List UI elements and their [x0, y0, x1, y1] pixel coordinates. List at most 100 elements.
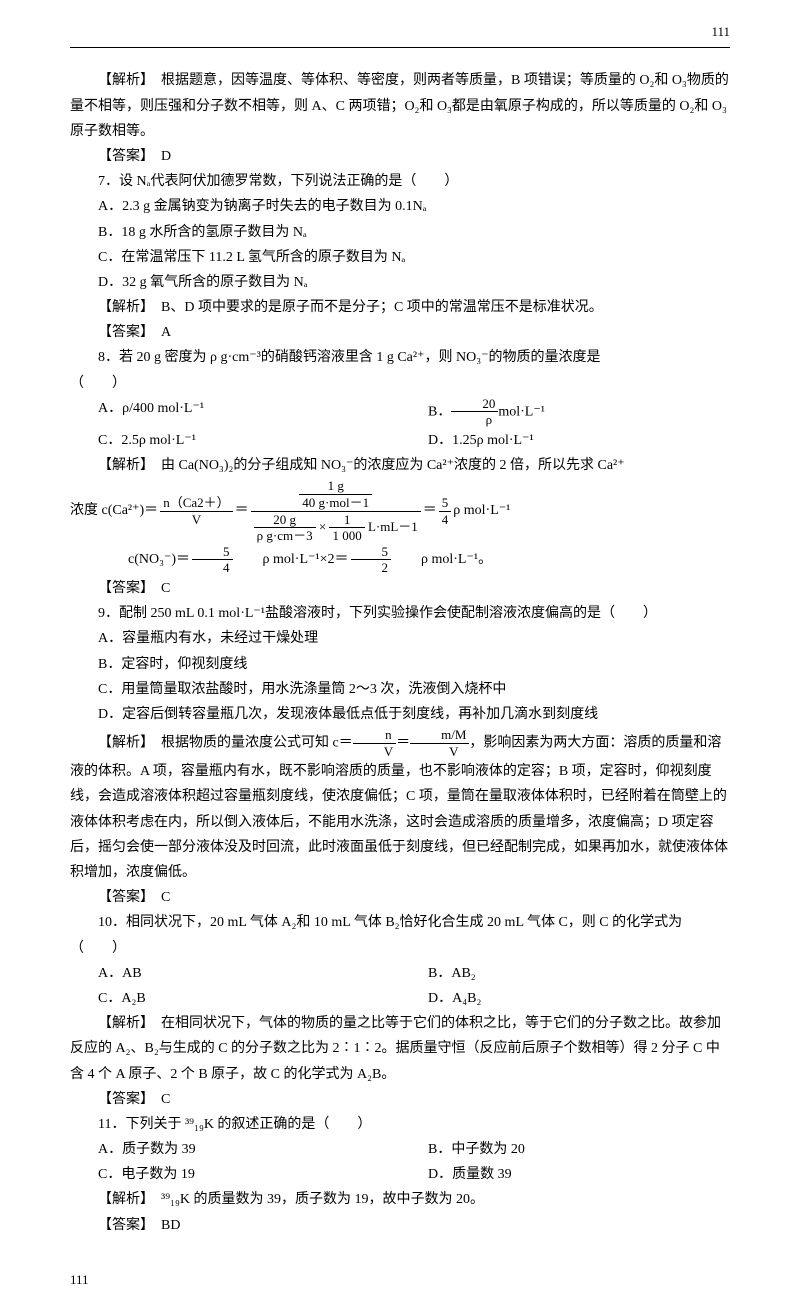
f: 54 — [192, 544, 233, 576]
text: A — [161, 325, 171, 340]
text: ³⁹₁₉K 的质量数为 39，质子数为 19，故中子数为 20。 — [161, 1192, 484, 1207]
q9-d: D．定容后倒转容量瓶几次，发现液体最低点低于刻度线，再补加几滴水到刻度线 — [70, 702, 730, 727]
q10-stem: 10．相同状况下，20 mL 气体 A₂和 10 mL 气体 B₂恰好化合生成 … — [70, 910, 730, 960]
q11-row-cd: C．电子数为 19 D．质量数 39 — [70, 1162, 730, 1187]
text: C — [161, 890, 170, 905]
q7-b: B．18 g 水所含的氢原子数目为 Nₐ — [70, 220, 730, 245]
q9-a: A．容量瓶内有水，未经过干燥处理 — [70, 626, 730, 651]
label: 【解析】 — [98, 300, 147, 315]
num: 5 — [192, 544, 233, 561]
q11-a: A．质子数为 39 — [70, 1137, 400, 1162]
mid: ρ mol·L⁻¹×2＝ — [235, 547, 349, 572]
q7-a: A．2.3 g 金属钠变为钠离子时失去的电子数目为 0.1Nₐ — [70, 194, 730, 219]
times: × — [319, 519, 326, 534]
q10-analysis: 【解析】 在相同状况下，气体的物质的量之比等于它们的体积之比，等于它们的分子数之… — [70, 1011, 730, 1087]
den: 40 g·mol－1 — [299, 495, 372, 511]
num: 5 — [439, 495, 452, 512]
num: 5 — [351, 544, 392, 561]
num: 20 g — [254, 512, 316, 529]
q10-row-ab: A．AB B．AB₂ — [70, 961, 730, 986]
q8-stem2: （ ） — [70, 371, 730, 396]
eq2: ＝ — [423, 498, 437, 523]
q7-d: D．32 g 氧气所含的原子数目为 Nₐ — [70, 270, 730, 295]
q7-answer: 【答案】 A — [70, 320, 730, 345]
q8-stem1: 8．若 20 g 密度为 ρ g·cm⁻³的硝酸钙溶液里含 1 g Ca²⁺，则… — [70, 345, 730, 370]
text: C — [161, 581, 170, 596]
post: ρ mol·L⁻¹ — [453, 498, 510, 523]
q8-row-cd: C．2.5ρ mol·L⁻¹ D．1.25ρ mol·L⁻¹ — [70, 428, 730, 453]
num: 1 — [329, 512, 364, 529]
den: 20 gρ g·cm－3 × 11 000 L·mL－1 — [251, 512, 421, 544]
den: V — [160, 512, 232, 528]
q11-analysis: 【解析】 ³⁹₁₉K 的质量数为 39，质子数为 19，故中子数为 20。 — [70, 1187, 730, 1212]
text: D — [161, 149, 171, 164]
label: 【答案】 — [98, 149, 147, 164]
q9-analysis: 【解析】 根据物质的量浓度公式可知 c＝nV＝m/MV，影响因素为两大方面：溶质… — [70, 727, 730, 885]
q6-analysis: 【解析】 根据题意，因等温度、等体积、等密度，则两者等质量，B 项错误；等质量的… — [70, 68, 730, 144]
post: mol·L⁻¹ — [498, 404, 545, 419]
num: 1 g40 g·mol－1 — [251, 478, 421, 511]
pre: c(NO₃⁻)＝ — [100, 547, 190, 572]
q6-answer: 【答案】 D — [70, 144, 730, 169]
text: C — [161, 1092, 170, 1107]
num: n（Ca2＋） — [160, 495, 232, 512]
q10-a: A．AB — [70, 961, 400, 986]
q9-stem: 9．配制 250 mL 0.1 mol·L⁻¹盐酸溶液时，下列实验操作会使配制溶… — [70, 601, 730, 626]
top-rule — [70, 47, 730, 48]
q8-c: C．2.5ρ mol·L⁻¹ — [70, 428, 400, 453]
frac: 20ρ — [451, 396, 498, 428]
q7-stem: 7．设 Nₐ代表阿伏加德罗常数，下列说法正确的是（ ） — [70, 169, 730, 194]
q8-equation-2: c(NO₃⁻)＝ 54 ρ mol·L⁻¹×2＝ 52 ρ mol·L⁻¹。 — [70, 544, 730, 576]
q9-c: C．用量筒量取浓盐酸时，用水洗涤量筒 2～3 次，洗液倒入烧杯中 — [70, 677, 730, 702]
den: 1 000 — [329, 528, 364, 544]
num: m/M — [410, 727, 469, 744]
den: V — [410, 744, 469, 760]
label: 【答案】 — [98, 325, 147, 340]
num: 20 — [451, 396, 498, 413]
num: n — [353, 727, 396, 744]
q10-d: D．A₄B₂ — [400, 986, 730, 1011]
page-number-bottom: 111 — [70, 1268, 730, 1291]
f2b: 20 gρ g·cm－3 — [254, 512, 316, 544]
f2: 52 — [351, 544, 392, 576]
lhs: 浓度 c(Ca²⁺)＝ — [70, 498, 158, 523]
f2c: 11 000 — [329, 512, 364, 544]
num: 1 g — [299, 478, 372, 495]
q8-answer: 【答案】 C — [70, 576, 730, 601]
text: BD — [161, 1218, 180, 1233]
q9-answer: 【答案】 C — [70, 885, 730, 910]
q10-b: B．AB₂ — [400, 961, 730, 986]
label: 【答案】 — [98, 581, 147, 596]
label: 【解析】 — [98, 735, 147, 750]
label: 【解析】 — [98, 1192, 147, 1207]
pre: B． — [428, 404, 451, 419]
label: 【答案】 — [98, 1092, 147, 1107]
mid: ＝ — [396, 735, 410, 750]
label: 【解析】 — [98, 458, 147, 473]
post: L·mL－1 — [368, 519, 418, 534]
fa: nV — [353, 727, 396, 759]
den: 4 — [439, 512, 452, 528]
den: ρ — [451, 412, 498, 428]
label: 【答案】 — [98, 1218, 147, 1233]
label: 【答案】 — [98, 890, 147, 905]
text: B、D 项中要求的是原子而不是分子；C 项中的常温常压不是标准状况。 — [161, 300, 603, 315]
q8-d: D．1.25ρ mol·L⁻¹ — [400, 428, 730, 453]
f2: 1 g40 g·mol－1 20 gρ g·cm－3 × 11 000 L·mL… — [251, 478, 421, 543]
q11-d: D．质量数 39 — [400, 1162, 730, 1187]
eq: ＝ — [235, 498, 249, 523]
den: 2 — [351, 560, 392, 576]
q11-b: B．中子数为 20 — [400, 1137, 730, 1162]
post: ρ mol·L⁻¹。 — [393, 547, 492, 572]
f2a: 1 g40 g·mol－1 — [299, 478, 372, 510]
label: 【解析】 — [98, 73, 147, 88]
q8-b: B．20ρmol·L⁻¹ — [400, 396, 730, 428]
fb: m/MV — [410, 727, 469, 759]
q10-row-cd: C．A₂B D．A₄B₂ — [70, 986, 730, 1011]
den: V — [353, 744, 396, 760]
text: 由 Ca(NO₃)₂的分子组成知 NO₃⁻的浓度应为 Ca²⁺浓度的 2 倍，所… — [161, 458, 625, 473]
q8-row-ab: A．ρ/400 mol·L⁻¹ B．20ρmol·L⁻¹ — [70, 396, 730, 428]
text: 在相同状况下，气体的物质的量之比等于它们的体积之比，等于它们的分子数之比。故参加… — [70, 1016, 721, 1081]
q11-stem: 11．下列关于 ³⁹₁₉K 的叙述正确的是（ ） — [70, 1112, 730, 1137]
q11-row-ab: A．质子数为 39 B．中子数为 20 — [70, 1137, 730, 1162]
